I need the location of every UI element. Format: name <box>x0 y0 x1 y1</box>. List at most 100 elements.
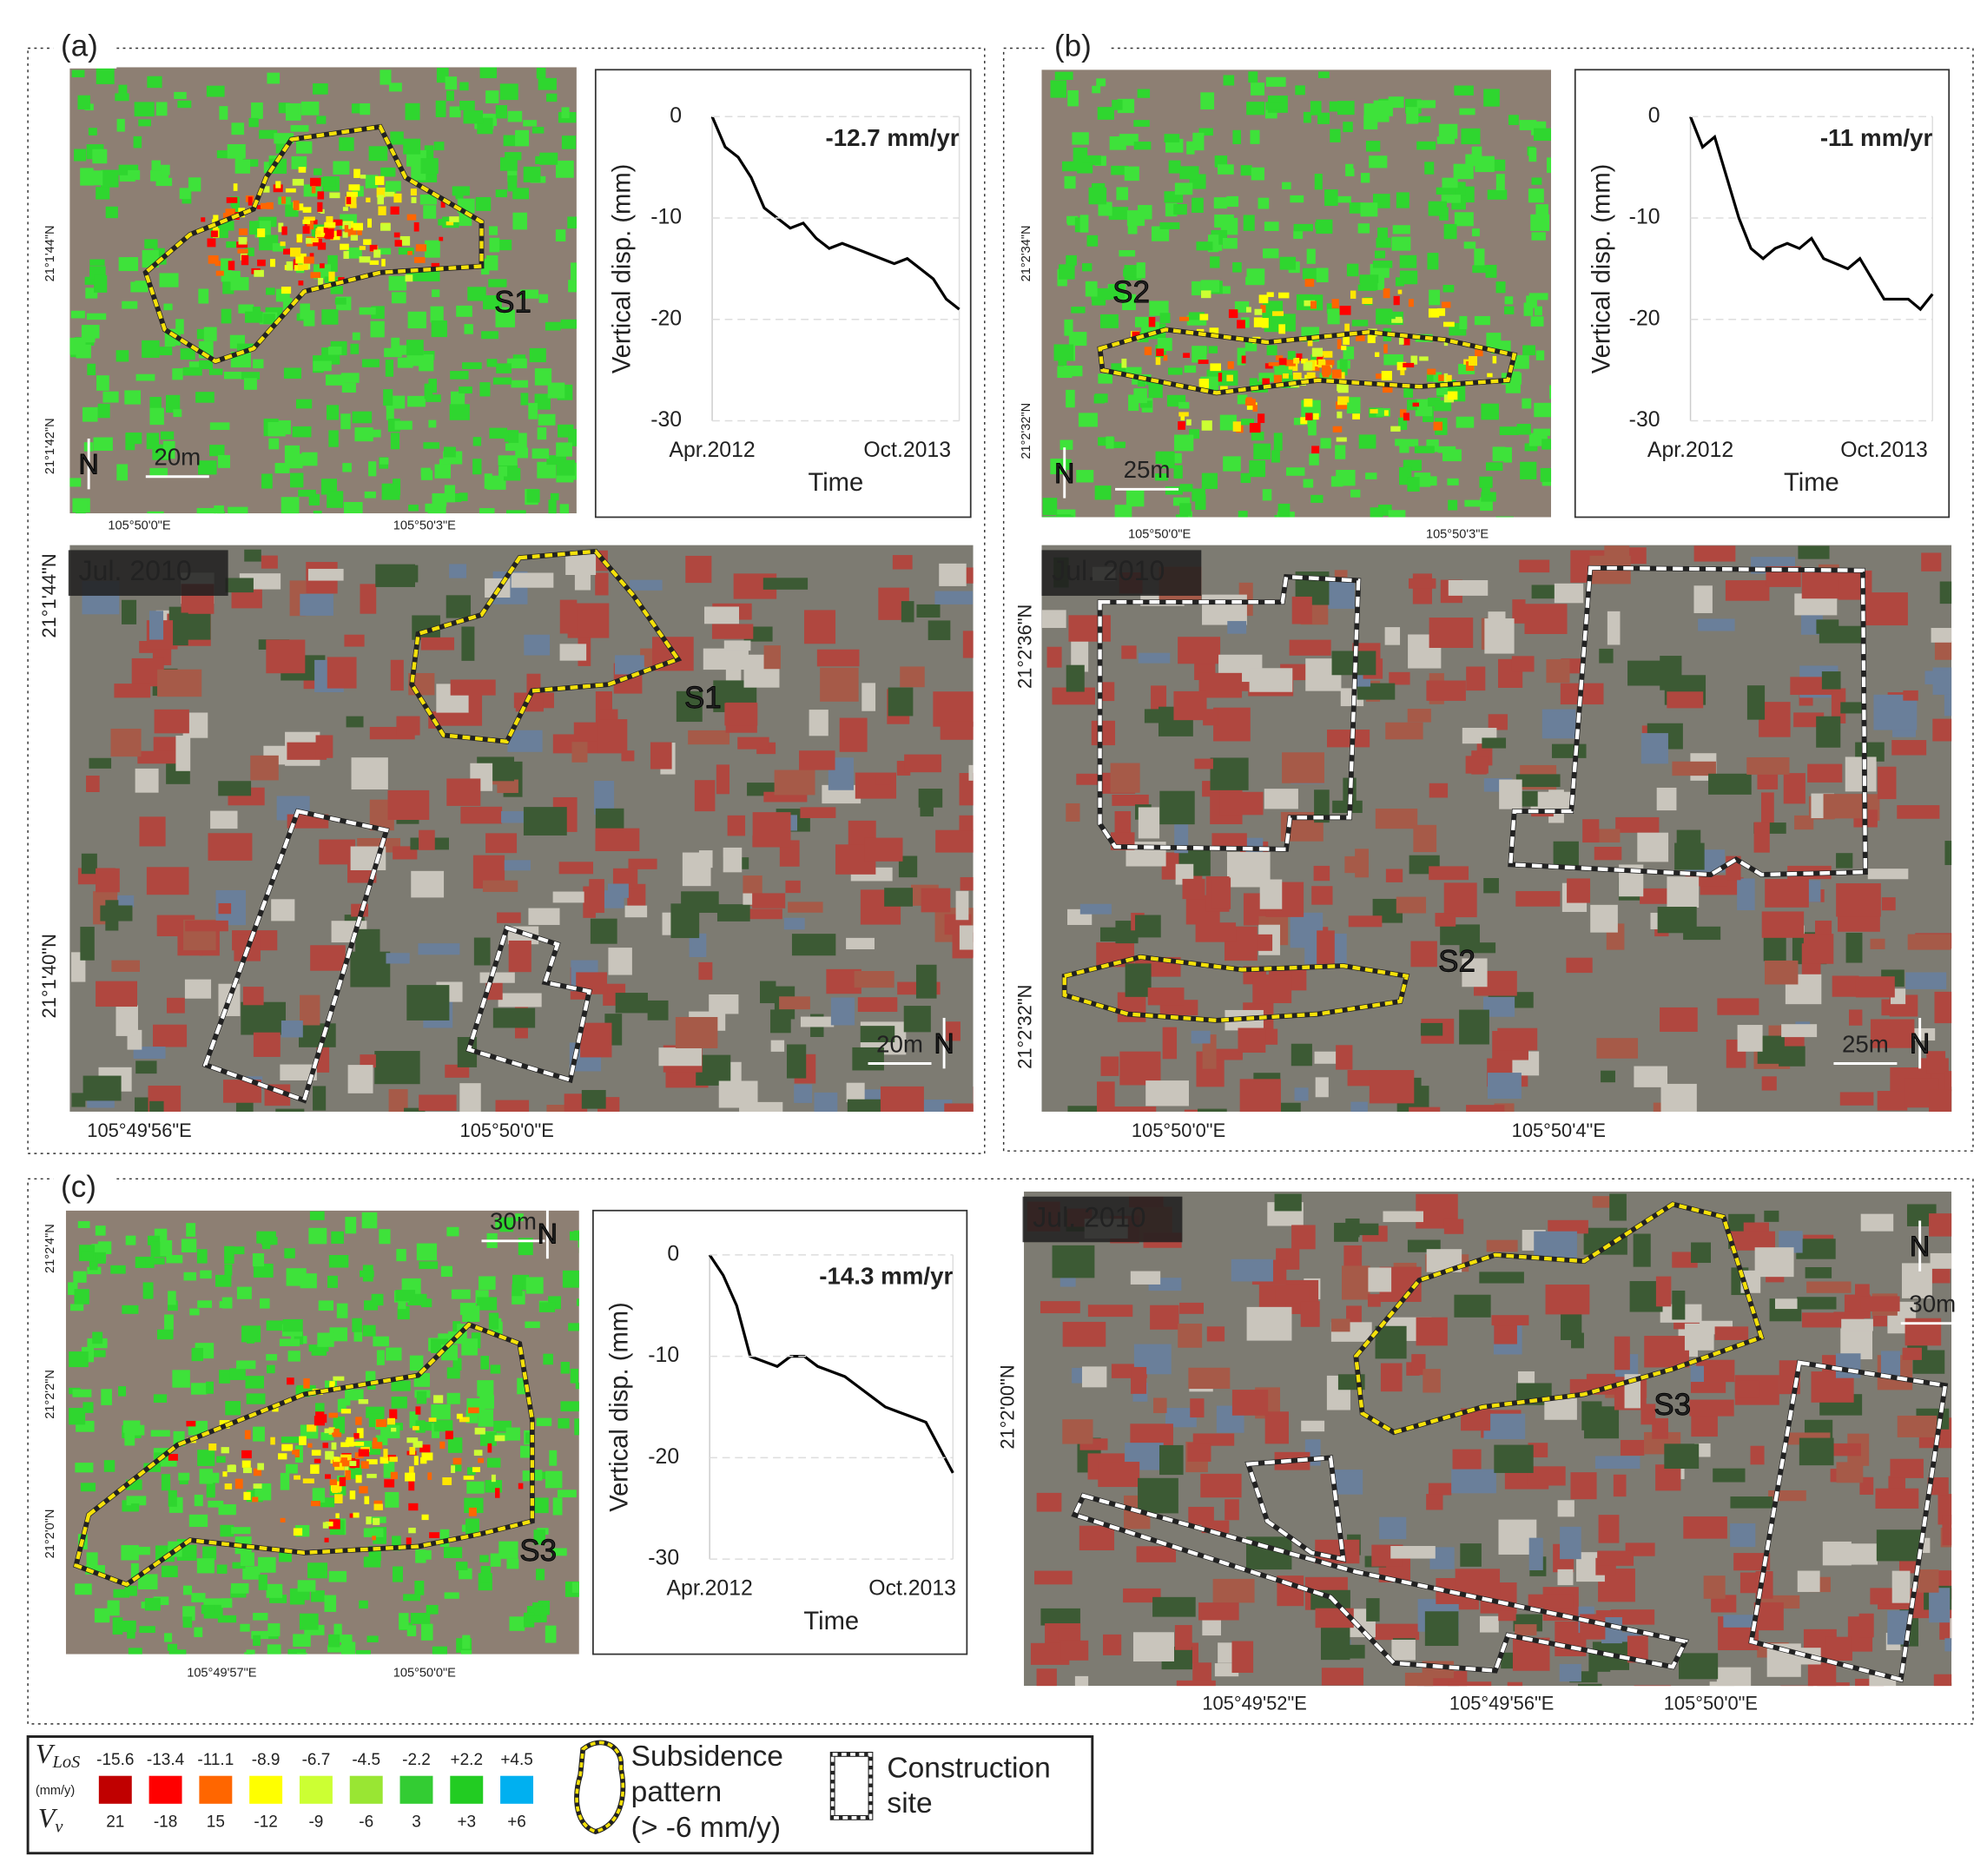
map-texture <box>1474 248 1485 267</box>
map-texture <box>1345 163 1354 172</box>
map-texture <box>763 645 781 670</box>
map-texture <box>446 1367 460 1379</box>
map-texture <box>1492 355 1497 364</box>
map-texture <box>444 485 456 503</box>
map-texture <box>242 1566 261 1580</box>
map-texture <box>1086 155 1101 166</box>
map-texture <box>406 271 421 281</box>
map-texture <box>287 1648 307 1655</box>
map-texture <box>340 373 360 383</box>
map-texture <box>1192 1433 1235 1446</box>
map-texture <box>345 1217 357 1234</box>
map-texture <box>1918 1569 1939 1593</box>
map-texture <box>1282 182 1291 190</box>
map-texture <box>1042 498 1058 516</box>
map-texture <box>465 1518 479 1536</box>
map-texture <box>523 166 541 182</box>
map-texture <box>173 612 188 646</box>
map-texture <box>1357 683 1396 700</box>
map-texture <box>1880 1351 1901 1377</box>
latitude-label: 21°1'44"N <box>43 225 57 281</box>
map-texture <box>1590 904 1618 933</box>
map-texture <box>118 1386 127 1397</box>
north-label: N <box>934 1028 954 1060</box>
map-texture <box>1321 365 1330 375</box>
map-texture <box>222 213 232 219</box>
map-texture <box>159 347 173 356</box>
map-texture <box>1725 580 1770 601</box>
map-texture <box>968 764 974 781</box>
map-texture <box>359 1600 368 1609</box>
map-texture <box>1330 476 1343 487</box>
legend-swatch <box>399 1775 433 1804</box>
map-texture <box>75 1463 94 1473</box>
map-texture <box>508 940 531 973</box>
map-texture <box>892 555 913 570</box>
map-texture <box>1040 1608 1080 1626</box>
map-texture <box>1891 1570 1911 1603</box>
map-texture <box>1071 639 1089 672</box>
map-texture <box>1412 573 1432 604</box>
map-texture <box>1211 877 1231 909</box>
map-texture <box>946 1021 960 1041</box>
map-texture <box>391 292 406 304</box>
map-texture <box>1429 618 1474 648</box>
y-tick-label: 0 <box>1648 104 1660 128</box>
map-texture <box>1409 578 1436 589</box>
map-texture <box>1100 1056 1119 1076</box>
map-texture <box>959 815 974 831</box>
map-texture <box>1133 120 1150 127</box>
map-texture <box>383 1449 388 1458</box>
map-texture <box>1125 367 1142 374</box>
map-texture <box>327 1275 338 1288</box>
map-texture <box>149 396 162 410</box>
map-texture <box>1251 167 1264 181</box>
map-texture <box>253 1613 268 1621</box>
map-texture <box>1156 348 1165 357</box>
map-texture <box>432 492 447 507</box>
map-texture <box>561 135 577 149</box>
map-texture <box>278 1453 287 1460</box>
map-texture <box>1540 467 1552 482</box>
map-texture <box>1252 974 1292 1004</box>
map-texture <box>1399 445 1409 453</box>
map-texture <box>1210 363 1221 372</box>
map-texture <box>496 363 512 373</box>
map-texture <box>386 404 394 420</box>
map-texture <box>201 1604 215 1615</box>
map-texture <box>492 1007 536 1028</box>
map-texture <box>462 362 482 369</box>
map-texture <box>1258 373 1274 382</box>
map-texture <box>425 503 444 512</box>
latitude-label: 21°1'44"N <box>38 553 60 637</box>
legend-label: (> -6 mm/y) <box>631 1812 781 1844</box>
map-texture <box>1114 505 1132 518</box>
map-texture <box>380 1425 400 1439</box>
map-texture <box>1403 385 1414 398</box>
map-texture <box>449 404 470 420</box>
map-texture <box>340 1642 356 1655</box>
map-texture <box>185 920 228 932</box>
panel-frame <box>27 47 986 1154</box>
y-tick-label: 0 <box>667 1242 679 1265</box>
map-texture <box>433 1420 453 1432</box>
map-texture <box>1290 195 1304 203</box>
map-texture <box>1167 367 1183 375</box>
legend-unit: (mm/y) <box>36 1784 75 1798</box>
map-texture <box>398 248 414 255</box>
map-texture <box>549 1450 558 1466</box>
map-texture <box>1176 1680 1216 1687</box>
map-texture <box>281 1437 301 1443</box>
map-texture <box>137 750 176 764</box>
map-texture <box>380 457 389 465</box>
map-texture <box>297 1580 316 1592</box>
map-texture <box>531 448 550 459</box>
map-texture <box>1385 722 1423 740</box>
map-texture <box>282 1318 303 1332</box>
map-texture <box>1210 757 1249 790</box>
map-texture <box>77 1221 90 1229</box>
map-texture <box>214 505 224 514</box>
map-texture <box>1253 317 1263 327</box>
map-texture <box>1062 1419 1093 1444</box>
